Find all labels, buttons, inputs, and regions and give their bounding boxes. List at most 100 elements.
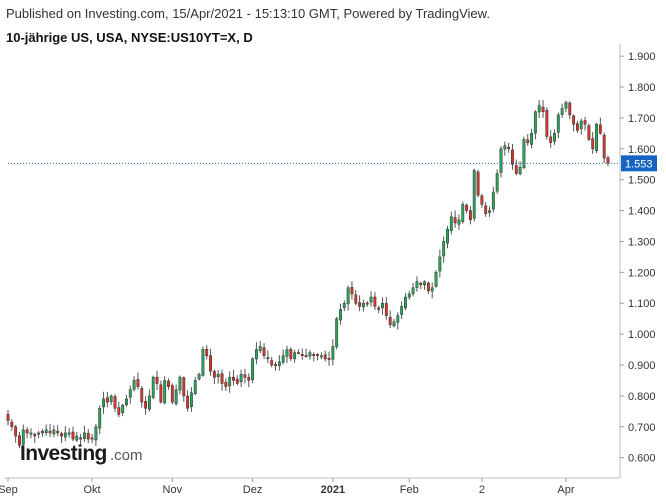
candle	[583, 116, 587, 131]
candle-body-down	[526, 139, 530, 143]
candle	[545, 107, 549, 140]
candle	[105, 391, 109, 408]
y-tick-label: 1.300	[628, 236, 656, 248]
y-tick-label: 1.400	[628, 206, 656, 218]
candle-body-down	[511, 149, 514, 165]
candle-body-up	[98, 407, 102, 429]
candle-body-down	[90, 437, 94, 440]
candle	[384, 296, 388, 320]
last-price-tag: 1.553	[621, 155, 657, 172]
candle-body-down	[377, 307, 381, 310]
price-axis[interactable]: 1.900 1.800 1.700 1.600 1.500 1.400 1.300 1.200…	[619, 44, 656, 478]
candle	[201, 346, 205, 377]
candle-body-down	[591, 138, 595, 150]
candle-body-down	[170, 385, 174, 403]
candle-body-down	[40, 431, 44, 434]
candle	[404, 292, 407, 311]
candle	[308, 350, 312, 360]
candle-body-down	[468, 210, 472, 221]
candle	[350, 281, 354, 300]
candle-body-up	[277, 361, 281, 366]
candle	[335, 316, 339, 350]
candle	[220, 369, 224, 391]
candle	[232, 369, 235, 386]
candle	[598, 117, 602, 135]
candle	[434, 270, 438, 288]
candle-body-up	[491, 191, 495, 210]
candle-body-down	[266, 357, 270, 360]
candle	[144, 396, 148, 415]
candle	[21, 424, 25, 446]
candle	[342, 300, 346, 312]
candle	[407, 290, 411, 300]
candle	[151, 375, 155, 399]
candle-body-down	[159, 384, 163, 403]
candle-body-down	[6, 414, 10, 421]
candle	[572, 114, 576, 132]
candle	[44, 424, 48, 436]
chart-header: Published on Investing.com, 15/Apr/2021 …	[6, 6, 490, 46]
candle-body-down	[476, 171, 480, 196]
candle	[411, 283, 415, 297]
candle	[182, 376, 186, 402]
candle-body-up	[285, 349, 289, 357]
candle-body-down	[105, 397, 109, 403]
candle-body-up	[319, 355, 323, 358]
candle-body-down	[155, 376, 159, 384]
candle	[147, 389, 151, 412]
candle	[606, 155, 610, 167]
candle	[163, 376, 167, 405]
candle	[361, 299, 365, 312]
published-info: Published on Investing.com, 15/Apr/2021 …	[6, 6, 490, 21]
candle	[224, 378, 228, 391]
candle-body-up	[430, 287, 434, 292]
candle	[216, 369, 220, 384]
candle	[472, 168, 476, 222]
candle	[86, 428, 90, 444]
candle	[507, 142, 511, 153]
candle	[415, 276, 419, 292]
candle-body-down	[568, 102, 572, 116]
candle-body-up	[457, 219, 461, 225]
candle-body-up	[82, 432, 86, 439]
candle	[438, 249, 442, 278]
candle-body-up	[503, 145, 507, 150]
candle-body-down	[205, 348, 209, 356]
candle-body-up	[228, 377, 232, 387]
candle	[358, 295, 362, 312]
candle	[94, 424, 98, 446]
candle-body-up	[411, 287, 415, 295]
time-axis[interactable]: Sep Okt Nov Dez 2021 Feb 2 Apr	[0, 477, 620, 496]
candle-body-up	[197, 374, 201, 380]
y-tick-label: 0.900	[628, 360, 656, 372]
candle	[522, 136, 526, 169]
candle-body-up	[178, 377, 182, 391]
candle	[549, 130, 553, 149]
candle	[18, 431, 21, 449]
candle	[117, 401, 121, 418]
candle	[304, 348, 308, 358]
candle	[354, 289, 358, 306]
last-price-tag-background	[621, 155, 657, 172]
candle	[37, 430, 41, 439]
candle-body-up	[438, 256, 442, 272]
candle	[90, 433, 94, 444]
candle	[71, 426, 75, 442]
candle	[251, 357, 255, 384]
candle-body-down	[232, 376, 235, 381]
candle-body-down	[270, 360, 274, 366]
candle	[453, 210, 457, 228]
candle-body-down	[224, 381, 228, 387]
candle	[468, 206, 472, 225]
candle-body-up	[434, 272, 438, 287]
candle-body-up	[239, 374, 243, 383]
candle-body-up	[560, 108, 564, 115]
candle	[541, 99, 545, 118]
candle-body-up	[52, 429, 56, 435]
candle	[40, 428, 44, 437]
candle	[239, 369, 243, 388]
x-tick-label: Sep	[0, 484, 18, 496]
candle-body-up	[193, 380, 197, 394]
candle-body-down	[426, 282, 430, 292]
candle-body-down	[465, 204, 469, 211]
